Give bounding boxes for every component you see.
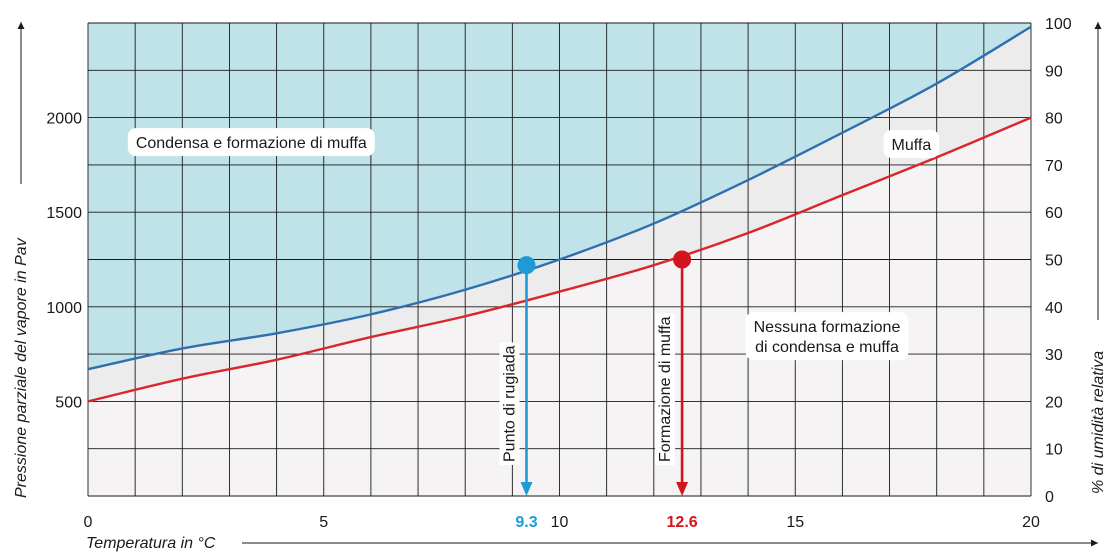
y-tick-label: 1000 — [46, 300, 82, 317]
marker-dew-point-arrow-label-box — [499, 342, 520, 465]
series-line-dew-point — [87, 25, 1032, 371]
marker-dew-point-value-label: 9.3 — [515, 514, 537, 531]
y2-tick-label: 60 — [1045, 205, 1063, 222]
y2-axis-arrowhead — [1094, 22, 1102, 29]
x-axis-arrowhead — [1091, 539, 1098, 547]
y2-tick-label: 0 — [1045, 489, 1054, 506]
x-tick-label: 20 — [1022, 514, 1040, 531]
chart-curves — [87, 25, 1032, 403]
marker-dew-point: Punto di rugiada 9.3 — [499, 256, 538, 531]
region-label-no-condensation-box — [745, 312, 909, 361]
marker-mould: Formazione di muffa 12.6 — [655, 250, 698, 531]
y2-axis-title: % di umidità relativa — [1090, 351, 1107, 494]
region-label-condensation: Condensa e formazione di muffa — [127, 128, 375, 157]
chart-labels: Condensa e formazione di muffa Muffa Nessu… — [127, 128, 940, 361]
region-label-no-condensation-text: Nessuna formazione — [754, 319, 901, 336]
region-label-no-condensation: Nessuna formazione di condensa e muffa — [745, 312, 909, 361]
region-label-no-condensation-text: di condensa e muffa — [755, 339, 899, 356]
x-tick-label: 10 — [551, 514, 569, 531]
y-tick-label: 500 — [55, 394, 82, 411]
region-label-mould-text: Muffa — [892, 137, 932, 154]
series-line-mould — [87, 116, 1032, 403]
y-tick-label: 2000 — [46, 111, 82, 128]
y2-tick-label: 90 — [1045, 63, 1063, 80]
marker-dew-point-arrow-label-group: Punto di rugiada — [499, 342, 520, 465]
region-label-condensation-box — [127, 128, 375, 157]
y-tick-label: 1500 — [46, 205, 82, 222]
y-axis-arrowhead — [17, 22, 25, 29]
y2-tick-label: 70 — [1045, 158, 1063, 175]
marker-mould-arrow-label: Formazione di muffa — [657, 316, 674, 462]
y2-tick-label: 20 — [1045, 394, 1063, 411]
marker-mould-dot — [673, 250, 692, 269]
y2-tick-label: 100 — [1045, 16, 1072, 33]
chart-grid — [87, 22, 1032, 497]
marker-mould-value-label: 12.6 — [667, 514, 698, 531]
chart-markers: Punto di rugiada 9.3 Formazione di muffa 12… — [499, 250, 698, 531]
region-label-mould: Muffa — [883, 129, 940, 158]
x-tick-label: 0 — [84, 514, 93, 531]
marker-dew-point-arrowhead — [520, 482, 533, 496]
marker-mould-arrowhead — [676, 482, 689, 496]
marker-mould-arrow-label-group: Formazione di muffa — [655, 313, 676, 465]
marker-dew-point-dot — [517, 256, 536, 275]
x-tick-label: 15 — [786, 514, 804, 531]
chart-axes: 0 5 10 15 20 500 1000 1500 2000 0 10 20 30 40 50 60 70 80… — [13, 16, 1107, 552]
y-axis-title: Pressione parziale del vapore in Pav — [13, 237, 30, 498]
region-label-condensation-text: Condensa e formazione di muffa — [136, 135, 367, 152]
region-label-mould-box — [883, 129, 940, 158]
y2-tick-label: 50 — [1045, 253, 1063, 270]
x-axis-title: Temperatura in °C — [86, 535, 216, 552]
y2-tick-label: 30 — [1045, 347, 1063, 364]
y2-tick-label: 10 — [1045, 442, 1063, 459]
x-tick-label: 5 — [319, 514, 328, 531]
y2-tick-label: 40 — [1045, 300, 1063, 317]
y2-tick-label: 80 — [1045, 111, 1063, 128]
marker-dew-point-arrow-label: Punto di rugiada — [501, 345, 518, 462]
marker-mould-arrow-label-box — [655, 313, 676, 465]
